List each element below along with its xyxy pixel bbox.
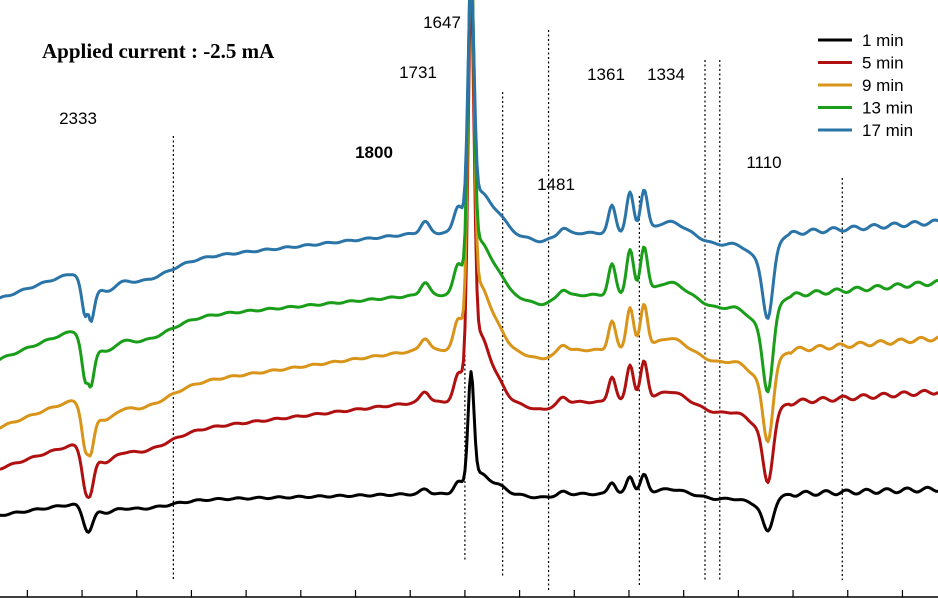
peak-label-2333: 2333	[59, 109, 97, 128]
peak-label-1800: 1800	[355, 143, 393, 162]
legend: 1 min 5 min 9 min 13 min 17 min	[818, 31, 913, 140]
peak-labels: 2333 1800 1731 1647 1481 1361 1334 1110	[59, 13, 782, 194]
legend-label-1-min: 1 min	[862, 31, 904, 50]
legend-label-13-min: 13 min	[862, 99, 913, 118]
legend-label-17-min: 17 min	[862, 121, 913, 140]
legend-label-9-min: 9 min	[862, 76, 904, 95]
legend-label-5-min: 5 min	[862, 54, 904, 73]
series-layer	[0, 0, 938, 534]
axis-frame	[0, 590, 938, 598]
series-line-17-min	[0, 0, 938, 323]
peak-label-1361: 1361	[587, 65, 625, 84]
peak-label-1731: 1731	[399, 63, 437, 82]
series-line-1-min	[0, 370, 938, 534]
peak-label-1647: 1647	[423, 13, 461, 32]
peak-label-1481: 1481	[537, 175, 575, 194]
peak-label-1334: 1334	[647, 65, 685, 84]
chart-title: Applied current : -2.5 mA	[42, 39, 275, 63]
peak-label-1110: 1110	[746, 153, 781, 172]
